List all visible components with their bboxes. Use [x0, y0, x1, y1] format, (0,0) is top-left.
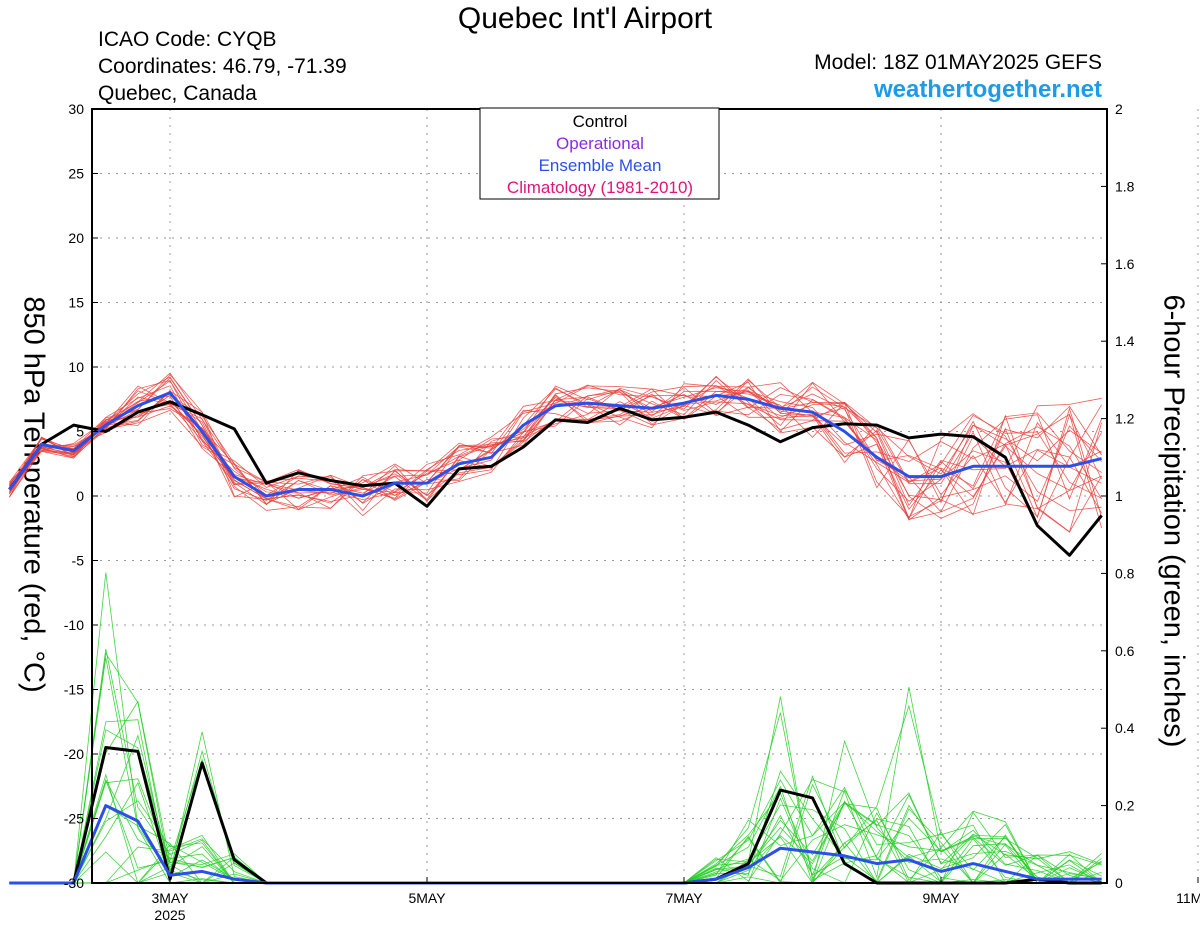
y2-tick-label: 1.8 [1115, 178, 1135, 194]
ensemble-member-temp-line [9, 390, 1102, 518]
x-tick-label: 5MAY [408, 890, 446, 906]
y2-tick-label: 2 [1115, 101, 1123, 117]
control-precip-line [9, 746, 1102, 885]
ensemble-member-temp-line [9, 385, 1102, 510]
y2-tick-label: 1 [1115, 488, 1123, 504]
y2-tick-label: 1.2 [1115, 411, 1135, 427]
y-tick-label: 30 [68, 101, 84, 117]
x-tick-label: 9MAY [922, 890, 960, 906]
legend-entry: Ensemble Mean [539, 156, 662, 175]
y-tick-label: -5 [72, 553, 85, 569]
y-tick-label: 5 [76, 424, 84, 440]
site-link[interactable]: weathertogether.net [873, 76, 1102, 103]
y-tick-label: -30 [64, 875, 84, 891]
location: Quebec, Canada [98, 82, 257, 105]
icao-code: ICAO Code: CYQB [98, 28, 277, 51]
y2-tick-label: 1.6 [1115, 256, 1135, 272]
chart-title: Quebec Int'l Airport [457, 2, 713, 35]
legend-box [479, 107, 720, 200]
x-tick-label: 11MAY [1176, 890, 1200, 906]
y2-tick-label: 0.8 [1115, 565, 1135, 581]
legend-entry: Operational [556, 134, 644, 153]
y-tick-label: 20 [68, 230, 84, 246]
y2-tick-label: 0.6 [1115, 643, 1135, 659]
y-tick-label: -15 [64, 682, 84, 698]
ensemble-member-precip-line [9, 687, 1102, 884]
y-tick-label: 15 [68, 295, 84, 311]
coordinates: Coordinates: 46.79, -71.39 [98, 55, 347, 78]
x-tick-label: 3MAY [151, 890, 189, 906]
ensemble-member-temp-line [9, 379, 1102, 520]
legend-entry: Climatology (1981-2010) [507, 178, 693, 197]
ensemble-member-temp-line [9, 380, 1102, 517]
y2-tick-label: 0.2 [1115, 798, 1135, 814]
ensemble-member-precip-line [9, 739, 1102, 885]
ensemble-member-temp-line [9, 383, 1102, 529]
y2-tick-label: 1.4 [1115, 333, 1135, 349]
ensemble-member-precip-line [9, 696, 1102, 884]
year-label: 2025 [154, 907, 185, 923]
model-run: Model: 18Z 01MAY2025 GEFS [814, 51, 1102, 74]
y2-tick-label: 0 [1115, 875, 1123, 891]
x-tick-label: 7MAY [665, 890, 703, 906]
y-tick-label: -10 [64, 617, 84, 633]
ensemble-mean-line [8, 391, 1102, 498]
y-tick-label: 10 [68, 359, 84, 375]
legend-entry: Control [573, 112, 628, 131]
y-tick-label: -20 [64, 746, 84, 762]
y-tick-label: -25 [64, 811, 84, 827]
y-tick-label: 0 [76, 488, 84, 504]
ensemble-member-temp-line [9, 377, 1102, 520]
y-tick-label: 25 [68, 166, 84, 182]
y2-tick-label: 0.4 [1115, 720, 1135, 736]
control-line [8, 400, 1103, 557]
